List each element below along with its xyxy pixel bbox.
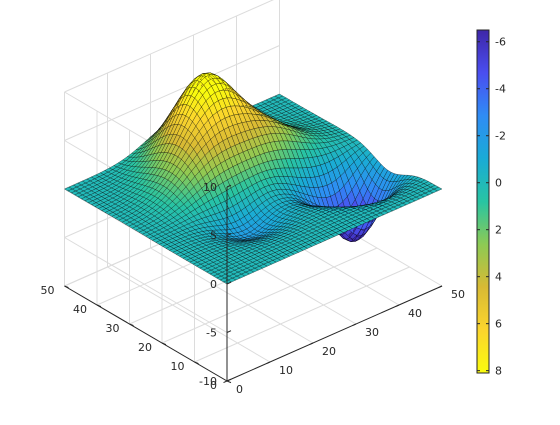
- y-axis-line: [65, 286, 228, 381]
- colorbar-tick-label-5: 4: [495, 271, 502, 284]
- y-tick-label-0: 0: [210, 379, 217, 392]
- x-tick-label-1: 10: [279, 364, 293, 377]
- z-tick-label-3: 5: [210, 230, 217, 243]
- z-tick-label-4: 10: [203, 181, 217, 194]
- colorbar-tick-label-6: 6: [495, 318, 502, 331]
- colorbar: -6 -4 -2 0 2 4 6 8: [477, 30, 506, 378]
- floor-grid-x-1: [108, 267, 271, 362]
- z-tick-label-1: -5: [206, 327, 217, 340]
- y-tick-label-1: 10: [171, 360, 185, 373]
- colorbar-tick-label-1: -4: [495, 83, 506, 96]
- backwall-grid-z-4: [65, 0, 280, 92]
- x-tick-label-4: 40: [408, 307, 422, 320]
- x-tick-label-3: 30: [365, 326, 379, 339]
- colorbar-tick-label-0: -6: [495, 36, 506, 49]
- colorbar-tick-label-7: 8: [495, 365, 502, 378]
- x-tick-label-2: 20: [322, 345, 336, 358]
- y-tick-0: [227, 381, 231, 383]
- y-tick-label-4: 40: [73, 303, 87, 316]
- colorbar-tick-label-4: 2: [495, 224, 502, 237]
- y-tick-label-3: 30: [106, 322, 120, 335]
- x-tick-label-5: 50: [451, 288, 465, 301]
- colorbar-bar: [477, 30, 489, 373]
- y-tick-label-2: 20: [138, 341, 152, 354]
- x-tick-label-0: 0: [236, 383, 243, 396]
- x-tick-0: [224, 381, 228, 383]
- z-tick-label-2: 0: [210, 278, 217, 291]
- colorbar-tick-label-2: -2: [495, 130, 506, 143]
- z-tick-1: [227, 331, 231, 333]
- y-tick-label-5: 50: [41, 284, 55, 297]
- colorbar-tick-label-3: 0: [495, 177, 502, 190]
